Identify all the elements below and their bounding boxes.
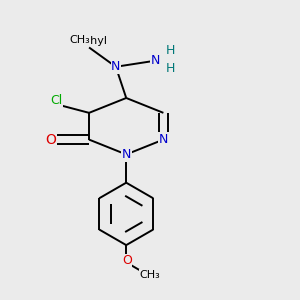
Text: N: N	[122, 148, 131, 161]
Text: methyl: methyl	[68, 36, 107, 46]
Text: CH₃: CH₃	[70, 35, 91, 45]
Text: H: H	[166, 44, 176, 57]
Text: H: H	[166, 62, 176, 75]
Text: CH₃: CH₃	[140, 270, 160, 280]
Text: O: O	[46, 133, 56, 147]
Text: O: O	[122, 254, 132, 267]
Text: N: N	[150, 54, 160, 67]
Text: N: N	[111, 60, 121, 73]
Text: N: N	[159, 133, 168, 146]
Text: methyl: methyl	[88, 39, 92, 40]
Text: Cl: Cl	[50, 94, 62, 106]
